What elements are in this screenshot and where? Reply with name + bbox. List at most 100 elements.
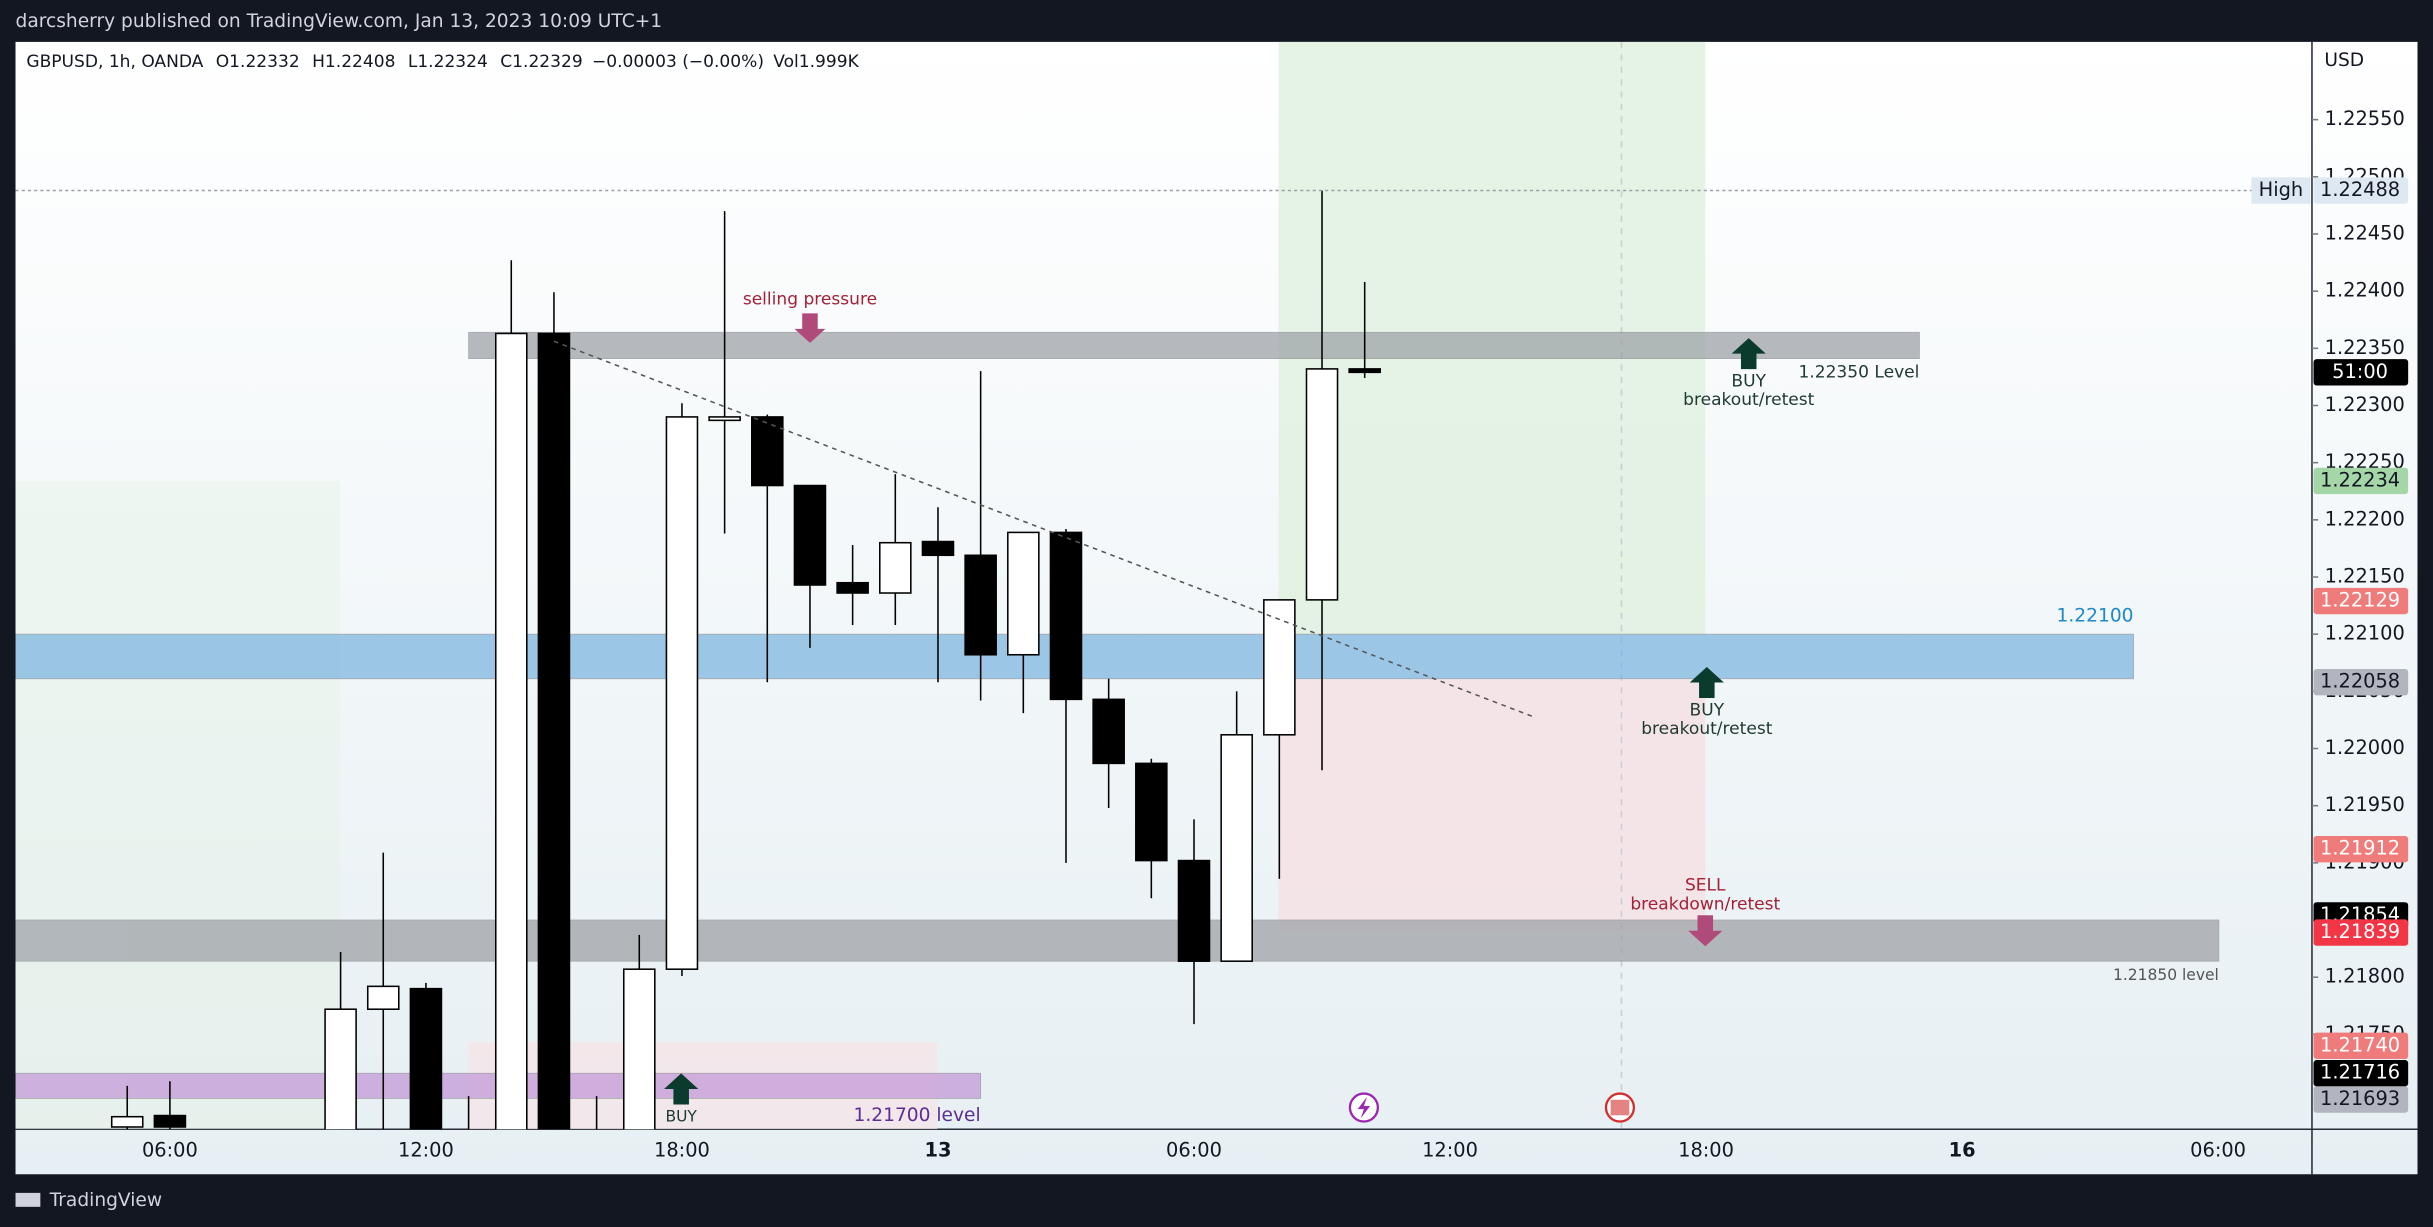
high-tag: High xyxy=(2259,178,2304,201)
arrow-down xyxy=(794,313,826,343)
candle-body xyxy=(665,416,699,970)
candle-body xyxy=(836,581,869,594)
legend-change: −0.00003 (−0.00%) xyxy=(592,52,764,72)
x-tick-label: 18:00 xyxy=(654,1138,710,1161)
candle-body xyxy=(1135,762,1168,862)
x-tick-label: 13 xyxy=(924,1138,951,1161)
candle-body xyxy=(879,541,912,594)
annotation: 1.21850 level xyxy=(2113,966,2219,984)
y-tick-label: 1.22000 xyxy=(2325,736,2405,759)
legend-symbol: GBPUSD, 1h, OANDA xyxy=(26,52,203,72)
price-badge xyxy=(2313,177,2409,204)
y-tick-label: 1.22250 xyxy=(2325,450,2405,473)
arrow-up xyxy=(1731,338,1766,370)
zone xyxy=(15,919,2220,962)
price-badge xyxy=(2313,587,2409,615)
zone xyxy=(468,331,1920,359)
price-badge-label: 1.22488 xyxy=(2320,178,2400,201)
price-badge-label: 1.22058 xyxy=(2320,670,2400,693)
candle-body xyxy=(793,484,827,586)
trendline xyxy=(553,340,1534,718)
candle-body xyxy=(1007,531,1040,656)
annotation: 1.21700 level xyxy=(854,1105,981,1126)
candle-body xyxy=(622,968,656,1130)
annotation: BUY xyxy=(1690,700,1725,720)
price-badge xyxy=(2313,1032,2409,1059)
legend-volume: Vol1.999K xyxy=(773,52,859,72)
event-flag-body xyxy=(1610,1099,1630,1116)
candle-body xyxy=(1177,859,1211,962)
candle-body xyxy=(1049,531,1083,701)
y-tick-label: 1.22100 xyxy=(2325,622,2405,645)
annotation: 1.22350 Level xyxy=(1798,362,1919,382)
long-stop-box xyxy=(1278,679,1706,931)
price-badge xyxy=(2313,835,2409,863)
price-badge xyxy=(2313,1086,2409,1113)
y-tick-label: 1.22350 xyxy=(2325,336,2405,359)
candle-body xyxy=(921,540,955,557)
y-tick-label: 1.22400 xyxy=(2325,279,2405,302)
brand-logo xyxy=(15,1192,41,1207)
y-tick-label: 1.22300 xyxy=(2325,393,2405,416)
price-badge-label: 1.22234 xyxy=(2320,468,2400,491)
plot xyxy=(15,41,2312,1130)
candle-body xyxy=(1220,734,1253,962)
candle-body xyxy=(494,332,528,1130)
y-tick-label: 1.22200 xyxy=(2325,507,2405,530)
x-tick-label: 12:00 xyxy=(398,1138,454,1161)
x-tick-label: 18:00 xyxy=(1678,1138,1734,1161)
high-tag-bg xyxy=(2251,177,2311,204)
x-tick-label: 06:00 xyxy=(2190,1138,2246,1161)
price-badge-label: 1.21716 xyxy=(2320,1061,2400,1084)
x-tick-label: 06:00 xyxy=(142,1138,198,1161)
arrow-up xyxy=(664,1073,699,1105)
candle-body xyxy=(537,332,571,1130)
legend-open: O1.22332 xyxy=(216,52,300,72)
price-badge xyxy=(2313,1060,2409,1087)
y-tick-label: 1.21950 xyxy=(2325,793,2405,816)
price-badge xyxy=(2313,919,2409,946)
x-tick-label: 16 xyxy=(1949,1138,1976,1161)
price-badge-label: 1.21740 xyxy=(2320,1033,2400,1056)
brand: TradingView xyxy=(49,1190,162,1211)
annotation: breakout/retest xyxy=(1683,390,1815,410)
x-tick-label: 06:00 xyxy=(1166,1138,1222,1161)
countdown-badge xyxy=(2313,359,2409,386)
annotation: BUY xyxy=(1731,372,1766,392)
y-tick-label: 1.22550 xyxy=(2325,107,2405,130)
annotation: SELL xyxy=(1685,876,1726,896)
annotation: BUY xyxy=(665,1107,697,1125)
candle-body xyxy=(1305,368,1339,601)
candle-body xyxy=(708,416,741,422)
candle-body xyxy=(964,554,997,656)
legend-high: H1.22408 xyxy=(312,52,395,72)
price-badge-label: 1.21693 xyxy=(2320,1087,2400,1110)
price-badge xyxy=(2313,467,2409,495)
legend: GBPUSD, 1h, OANDA O1.22332 H1.22408 L1.2232… xyxy=(26,52,859,72)
candle-body xyxy=(324,1008,357,1130)
candle-body xyxy=(1092,698,1125,765)
x-tick-label: 12:00 xyxy=(1422,1138,1478,1161)
price-badge-label: 1.21912 xyxy=(2320,837,2400,860)
price-badge-label: 1.22129 xyxy=(2320,589,2400,612)
annotation: breakdown/retest xyxy=(1630,894,1780,914)
arrow-down xyxy=(1688,915,1723,947)
annotation: 1.22100 xyxy=(2057,605,2134,626)
candle-body xyxy=(1263,599,1296,736)
candle-body xyxy=(110,1115,144,1128)
countdown: 51:00 xyxy=(2332,360,2388,383)
y-tick-label: 1.22450 xyxy=(2325,221,2405,244)
currency: USD xyxy=(2324,50,2364,71)
y-tick-label: 1.22150 xyxy=(2325,565,2405,588)
price-badge xyxy=(2313,669,2409,696)
candle-body xyxy=(409,987,443,1130)
candle-body xyxy=(366,985,400,1010)
candle-body xyxy=(153,1114,187,1128)
publisher: darcsherry published on TradingView.com,… xyxy=(16,11,663,32)
candle-body xyxy=(751,416,784,487)
annotation: breakout/retest xyxy=(1641,719,1773,739)
event-icon-bolt xyxy=(1357,1096,1371,1119)
chart-area xyxy=(15,41,2418,1175)
